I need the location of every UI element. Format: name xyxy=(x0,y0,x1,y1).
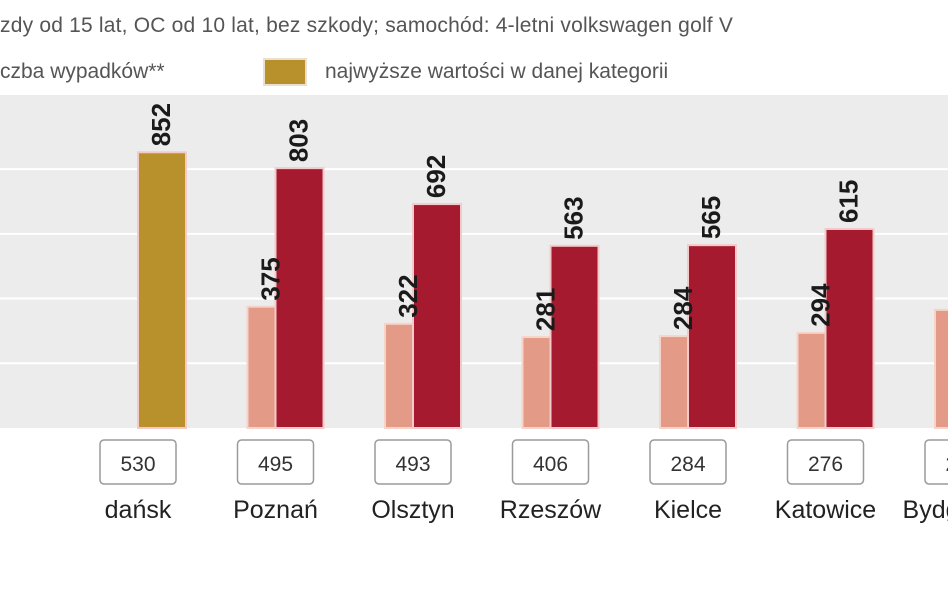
category-label: Kielce xyxy=(654,496,722,524)
category-label: Poznań xyxy=(233,496,318,524)
bar-value-label: 365 xyxy=(943,260,948,303)
bars xyxy=(137,151,948,430)
category-value-text: 406 xyxy=(533,453,568,476)
bar-value-label: 803 xyxy=(284,119,314,162)
category-value-box xyxy=(236,439,315,485)
category-value-text: 284 xyxy=(670,453,705,476)
bar-value-label: 563 xyxy=(559,196,589,239)
category-label: Rzeszów xyxy=(500,496,602,524)
bar-value-label: 322 xyxy=(393,274,423,317)
category-label: Bydgoszcz xyxy=(903,496,948,524)
bar-value-label: 852 xyxy=(146,103,176,146)
category-label: Katowice xyxy=(775,496,876,524)
category-boxes: 530 495 493 406 284 276 264 xyxy=(99,439,948,485)
bar-value-label: 692 xyxy=(421,155,451,198)
category-label: Olsztyn xyxy=(371,496,454,524)
legend-label-accidents: czba wypadków** xyxy=(0,60,165,83)
value-labels: 852375803322692281563284565294615365713 xyxy=(146,103,948,331)
bar-value-label: 294 xyxy=(806,283,836,327)
category-value-box xyxy=(649,439,727,485)
bar-dark xyxy=(824,227,875,429)
bar-value-label: 615 xyxy=(834,180,864,223)
category-label: dańsk xyxy=(105,496,172,524)
bar-value-label: 565 xyxy=(696,196,726,239)
bar-value-label: 281 xyxy=(531,288,561,331)
category-value-text: 493 xyxy=(395,453,430,476)
bar-value-label: 375 xyxy=(256,257,286,300)
category-value-text: 495 xyxy=(258,453,293,476)
category-value-box xyxy=(99,439,177,485)
category-value-text: 264 xyxy=(945,453,948,476)
category-value-box xyxy=(786,439,865,485)
category-value-box xyxy=(511,439,590,485)
legend-label-highlight: najwyższe wartości w danej kategorii xyxy=(325,60,669,83)
category-value-box xyxy=(374,439,452,485)
bar-dark xyxy=(549,244,600,429)
category-labels: dańsk Poznań Olsztyn Rzeszów Kielce Katowice B… xyxy=(105,496,948,524)
bar-light xyxy=(934,308,948,429)
bar-value-label: 284 xyxy=(668,286,698,330)
category-value-text: 530 xyxy=(120,453,155,476)
bar-dark xyxy=(412,203,462,429)
bar-dark xyxy=(274,167,325,429)
legend-swatch-highlight xyxy=(263,58,307,86)
chart-subtitle: zdy od 15 lat, OC od 10 lat, bez szkody;… xyxy=(0,14,734,37)
category-value-box xyxy=(924,439,948,485)
bar-dark xyxy=(687,244,737,429)
category-value-text: 276 xyxy=(808,453,843,476)
bar-dark xyxy=(137,151,187,430)
